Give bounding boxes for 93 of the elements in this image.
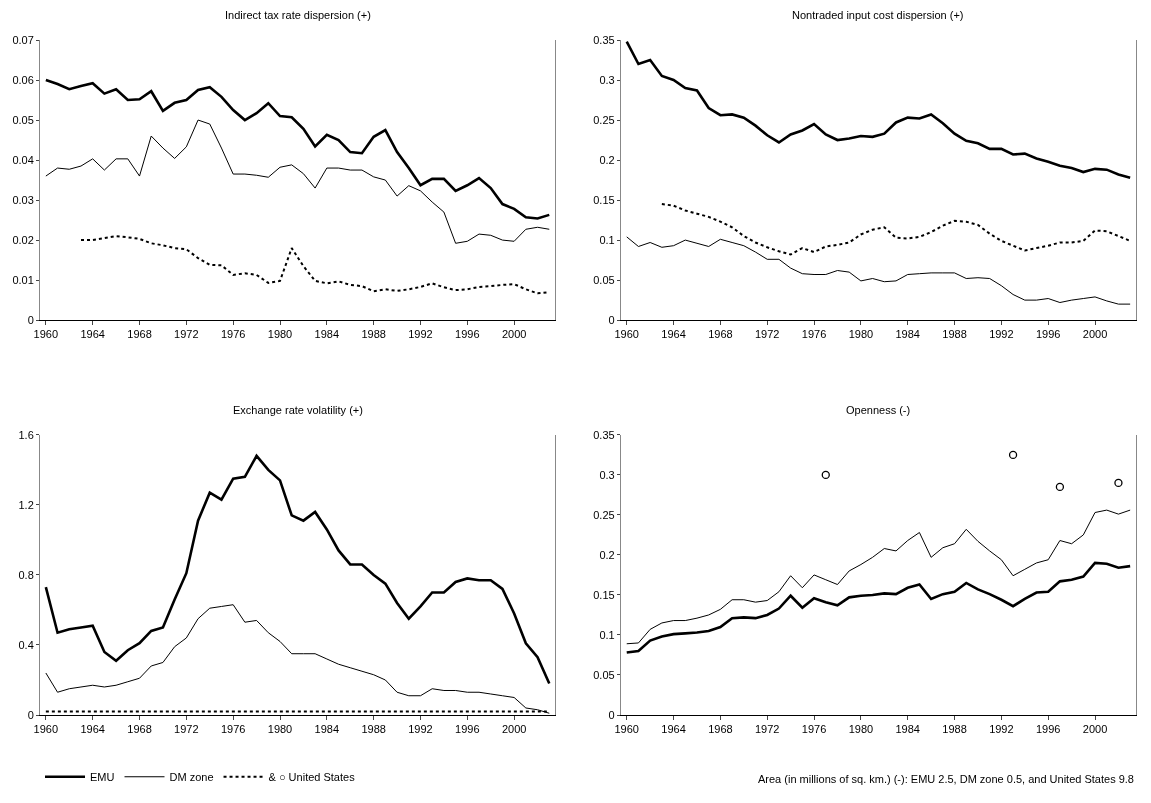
- chart-title: Nontraded input cost dispersion (+): [792, 9, 964, 21]
- y-tick-label: 0: [27, 313, 34, 326]
- y-tick-label: 0.05: [593, 273, 615, 286]
- y-tick-label: 0.01: [12, 273, 34, 286]
- y-tick-label: 0.3: [599, 73, 615, 86]
- legend-label: & ○ United States: [268, 771, 356, 784]
- x-tick-label: 1960: [614, 723, 639, 736]
- y-tick-label: 0.35: [593, 33, 615, 46]
- x-tick-label: 1984: [314, 328, 340, 341]
- x-tick-label: 1960: [33, 328, 59, 341]
- x-tick-label: 2000: [1082, 328, 1108, 341]
- y-tick-label: 0.07: [12, 33, 34, 46]
- line-series: [626, 509, 1131, 645]
- y-tick-label: 0: [608, 708, 615, 721]
- y-tick-label: 1.6: [18, 428, 34, 441]
- x-tick-label: 1964: [80, 723, 105, 736]
- point: [1008, 450, 1018, 460]
- point: [821, 470, 830, 480]
- x-tick-label: 1984: [895, 328, 920, 341]
- x-tick-label: 1992: [989, 723, 1014, 736]
- x-tick-label: 1980: [267, 328, 293, 341]
- x-tick-label: 1988: [361, 328, 386, 341]
- y-tick-label: 0.25: [593, 508, 615, 521]
- x-tick-label: 1980: [848, 328, 874, 341]
- x-tick-label: 1972: [754, 328, 780, 341]
- x-tick-label: 1976: [220, 723, 246, 736]
- y-tick-label: 0.2: [599, 548, 615, 561]
- x-tick-label: 1964: [80, 328, 105, 341]
- line-series: [660, 203, 1132, 256]
- x-tick-label: 1968: [708, 723, 733, 736]
- x-tick-label: 1964: [661, 328, 686, 341]
- y-tick-label: 0.35: [593, 428, 615, 441]
- x-tick-label: 1976: [801, 328, 827, 341]
- x-tick-label: 1980: [267, 723, 293, 736]
- y-tick-label: 0.15: [593, 193, 615, 206]
- y-tick-label: 0.25: [593, 113, 615, 126]
- x-tick-label: 1992: [989, 328, 1014, 341]
- x-tick-label: 2000: [501, 723, 527, 736]
- x-tick-label: 1996: [1035, 723, 1061, 736]
- x-tick-label: 1996: [455, 723, 480, 736]
- x-tick-label: 2000: [1082, 723, 1108, 736]
- x-tick-label: 1988: [942, 328, 967, 341]
- y-tick-label: 0.1: [599, 233, 615, 246]
- y-tick-label: 0.02: [12, 233, 34, 246]
- x-tick-label: 1996: [455, 328, 480, 341]
- x-tick-label: 1968: [708, 328, 733, 341]
- x-tick-label: 1972: [174, 723, 199, 736]
- line-series: [45, 119, 550, 244]
- legend-label: EMU: [90, 771, 115, 784]
- x-tick-label: 1968: [127, 328, 152, 341]
- x-tick-label: 1996: [1035, 328, 1061, 341]
- x-tick-label: 1964: [661, 723, 686, 736]
- y-tick-label: 0: [608, 313, 615, 326]
- x-tick-label: 1972: [754, 723, 780, 736]
- y-tick-label: 0.05: [593, 668, 615, 681]
- y-tick-label: 0: [27, 708, 34, 721]
- x-tick-label: 1960: [33, 723, 59, 736]
- x-tick-label: 1968: [127, 723, 152, 736]
- line-series: [44, 78, 551, 220]
- y-tick-label: 0.05: [12, 113, 34, 126]
- point: [1055, 482, 1065, 492]
- y-tick-label: 0.2: [599, 153, 615, 166]
- x-tick-label: 1976: [220, 328, 246, 341]
- chart-title: Indirect tax rate dispersion (+): [225, 9, 371, 21]
- legend-label: DM zone: [169, 771, 214, 784]
- y-tick-label: 1.2: [18, 498, 34, 511]
- x-tick-label: 1988: [942, 723, 967, 736]
- x-tick-label: 1980: [848, 723, 874, 736]
- chart-title: Exchange rate volatility (+): [233, 404, 363, 416]
- x-tick-label: 1976: [801, 723, 827, 736]
- y-tick-label: 0.8: [18, 568, 34, 581]
- x-tick-label: 1988: [361, 723, 386, 736]
- line-series: [625, 561, 1132, 654]
- point: [1114, 478, 1123, 488]
- y-tick-label: 0.4: [18, 638, 34, 651]
- y-tick-label: 0.04: [12, 153, 34, 166]
- y-tick-label: 0.15: [593, 588, 615, 601]
- chart-title: Openness (-): [846, 404, 911, 416]
- x-tick-label: 1992: [408, 723, 433, 736]
- line-series: [625, 40, 1132, 179]
- x-tick-label: 1992: [408, 328, 433, 341]
- x-tick-label: 1984: [895, 723, 920, 736]
- y-tick-label: 0.3: [599, 468, 615, 481]
- x-tick-label: 2000: [501, 328, 527, 341]
- x-tick-label: 1984: [314, 723, 340, 736]
- line-series: [626, 236, 1131, 305]
- y-tick-label: 0.03: [12, 193, 34, 206]
- line-series: [44, 454, 551, 685]
- x-tick-label: 1960: [614, 328, 639, 341]
- y-tick-label: 0.1: [599, 628, 615, 641]
- text: Area (in millions of sq. km.) (-): EMU 2.5, DM zone 0.5, and United States 9.8: [758, 773, 1134, 785]
- x-tick-label: 1972: [174, 328, 199, 341]
- y-tick-label: 0.06: [12, 73, 34, 86]
